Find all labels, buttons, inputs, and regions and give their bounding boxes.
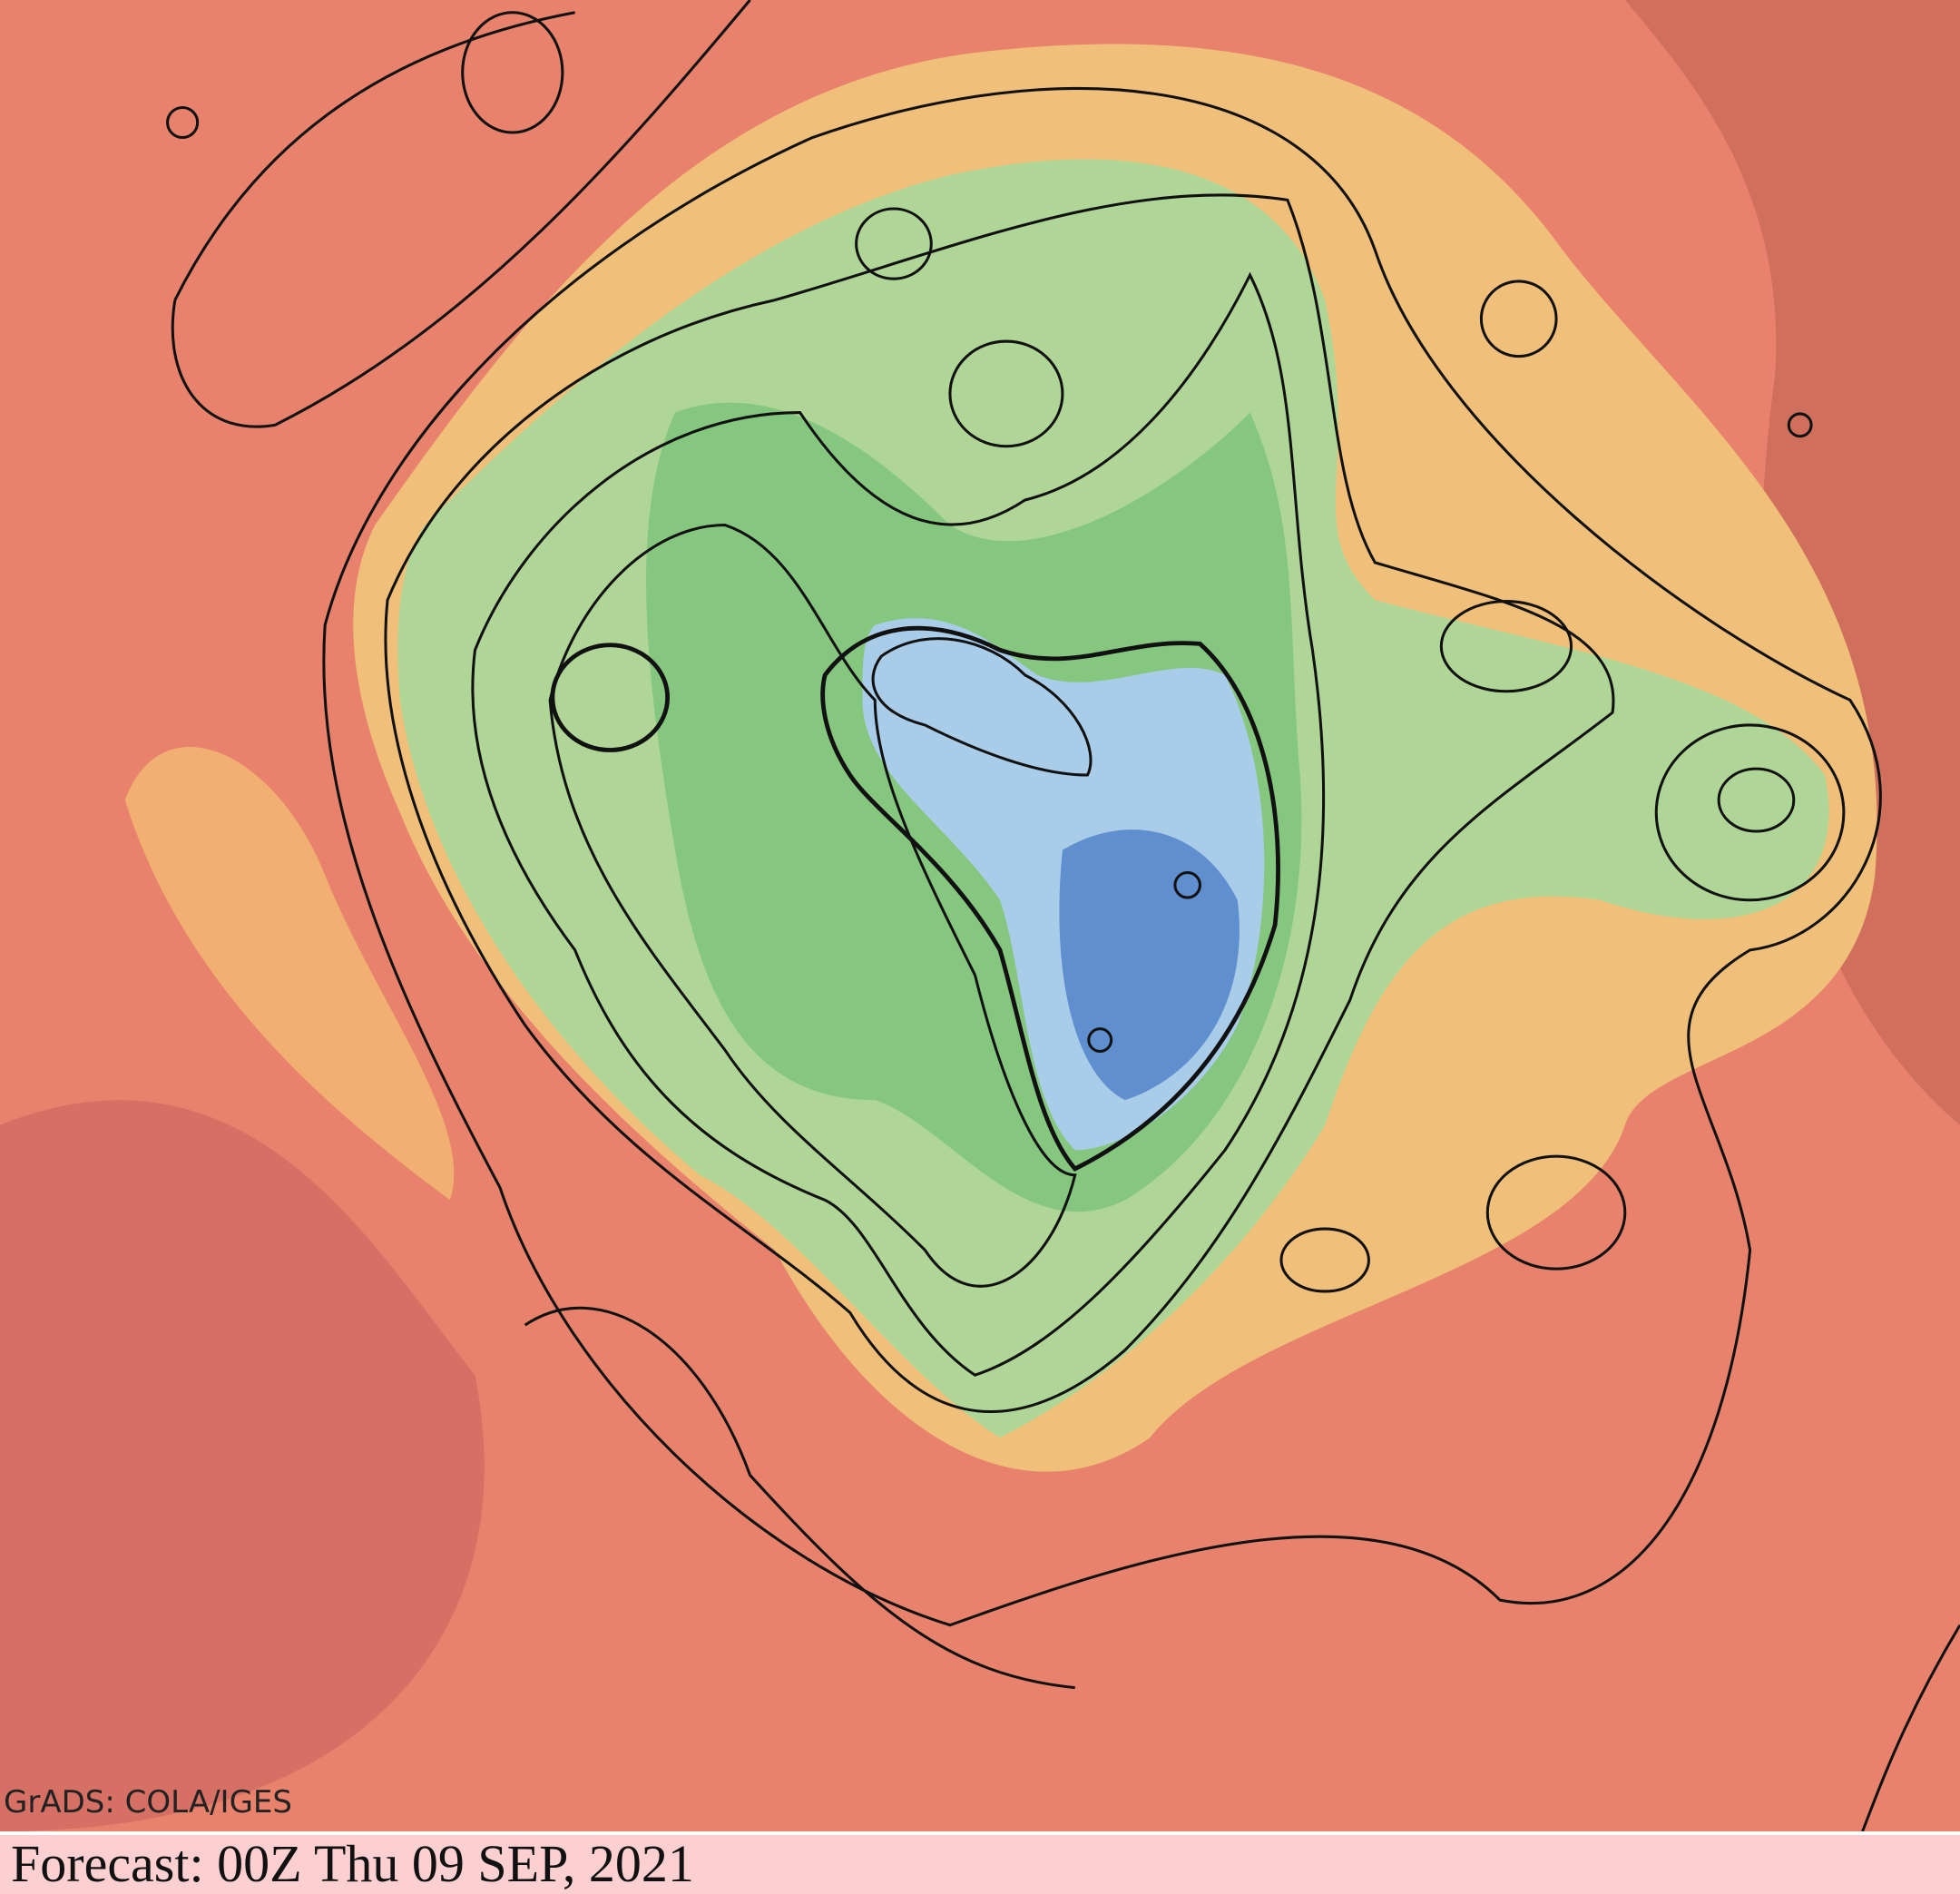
contour: [1717, 767, 1796, 833]
contour: [166, 105, 200, 140]
contour: [471, 271, 1326, 1377]
contour: [871, 637, 1093, 777]
contour: [1279, 1227, 1370, 1293]
contour: [1485, 1154, 1627, 1271]
contours: [166, 0, 1960, 1831]
contour: [1479, 280, 1558, 358]
darker-region: [0, 1100, 485, 1831]
contour: [322, 87, 1882, 1627]
contour: [524, 1306, 1960, 1831]
contour: [171, 0, 751, 428]
warm-band: [124, 746, 455, 1201]
contour: [948, 339, 1064, 448]
contour: [1439, 600, 1573, 693]
weather-map: [0, 0, 1960, 1831]
contour: [384, 193, 1615, 1413]
footer-bar: [0, 1831, 1960, 1892]
forecast-label: Forecast: 00Z Thu 09 SEP, 2021: [11, 1834, 694, 1893]
contour: [1087, 1027, 1113, 1053]
contour: [1787, 412, 1813, 438]
contour: [1654, 723, 1846, 902]
contour: [550, 643, 671, 752]
credit: GrADS: COLA/IGES: [4, 1784, 292, 1820]
dark-blue-zone: [1059, 829, 1240, 1101]
contour: [1173, 870, 1201, 899]
contour: [820, 625, 1280, 1172]
contour: [548, 524, 1077, 1288]
contour: [855, 207, 933, 280]
contour: [461, 11, 564, 134]
